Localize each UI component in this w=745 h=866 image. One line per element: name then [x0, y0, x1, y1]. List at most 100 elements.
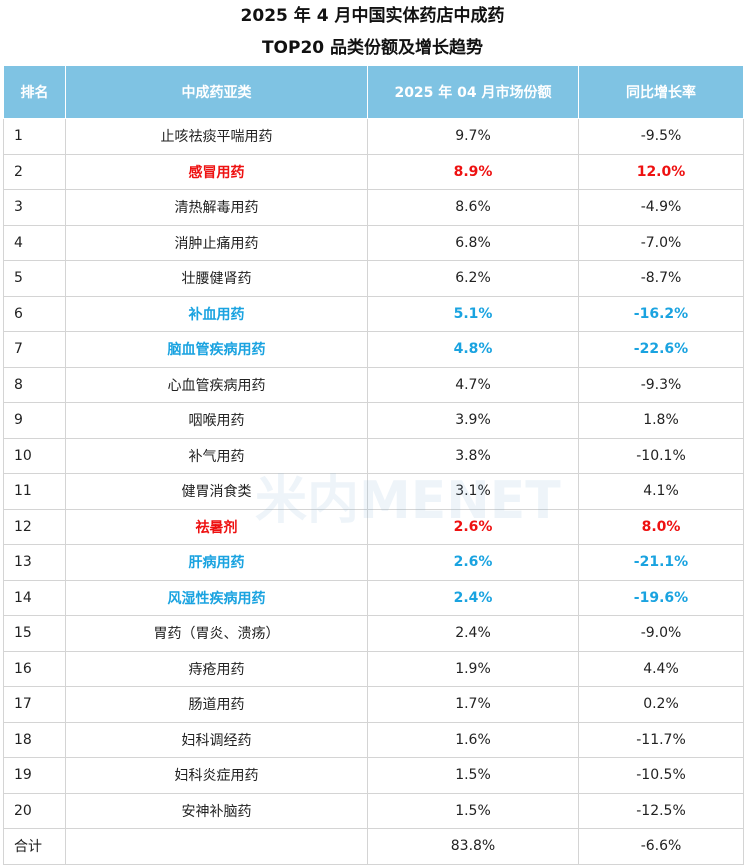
category-cell: 健胃消食类	[65, 473, 368, 510]
share-cell: 2.4%	[367, 615, 579, 652]
rank-cell: 19	[3, 757, 66, 794]
table-row: 9 咽喉用药 3.9% 1.8%	[3, 402, 744, 439]
category-cell: 脑血管疾病用药	[65, 331, 368, 368]
table-row: 3 清热解毒用药 8.6% -4.9%	[3, 189, 744, 226]
table-row: 17 肠道用药 1.7% 0.2%	[3, 686, 744, 723]
growth-cell: -9.3%	[578, 366, 744, 403]
header-row: 排名 中成药亚类 2025 年 04 月市场份额 同比增长率	[3, 65, 744, 119]
share-table: 排名 中成药亚类 2025 年 04 月市场份额 同比增长率 1 止咳祛痰平喘用药…	[3, 65, 744, 865]
growth-cell: -16.2%	[578, 295, 744, 332]
table-row: 15 胃药（胃炎、溃疡） 2.4% -9.0%	[3, 615, 744, 652]
category-cell: 风湿性疾病用药	[65, 579, 368, 616]
category-cell: 肠道用药	[65, 686, 368, 723]
chart-title-line2: TOP20 品类份额及增长趋势	[261, 38, 484, 58]
category-cell: 止咳祛痰平喘用药	[65, 118, 368, 155]
table-row: 19 妇科炎症用药 1.5% -10.5%	[3, 757, 744, 794]
rank-cell: 14	[3, 579, 66, 616]
share-cell: 9.7%	[367, 118, 579, 155]
table-row: 16 痔疮用药 1.9% 4.4%	[3, 650, 744, 687]
growth-cell: -11.7%	[578, 721, 744, 758]
rank-cell: 16	[3, 650, 66, 687]
growth-cell: -19.6%	[578, 579, 744, 616]
table-row: 20 安神补脑药 1.5% -12.5%	[3, 792, 744, 829]
share-cell: 4.8%	[367, 331, 579, 368]
table-row: 8 心血管疾病用药 4.7% -9.3%	[3, 366, 744, 403]
growth-cell: -10.5%	[578, 757, 744, 794]
rank-cell: 5	[3, 260, 66, 297]
total-category-cell	[65, 828, 368, 865]
share-cell: 2.6%	[367, 544, 579, 581]
header-share: 2025 年 04 月市场份额	[367, 65, 579, 119]
table-row: 12 祛暑剂 2.6% 8.0%	[3, 508, 744, 545]
growth-cell: -22.6%	[578, 331, 744, 368]
share-cell: 1.9%	[367, 650, 579, 687]
rank-cell: 6	[3, 295, 66, 332]
share-cell: 8.6%	[367, 189, 579, 226]
growth-cell: 0.2%	[578, 686, 744, 723]
table-row: 6 补血用药 5.1% -16.2%	[3, 295, 744, 332]
rank-cell: 7	[3, 331, 66, 368]
table-row: 7 脑血管疾病用药 4.8% -22.6%	[3, 331, 744, 368]
share-cell: 1.7%	[367, 686, 579, 723]
rank-cell: 2	[3, 153, 66, 190]
growth-cell: 8.0%	[578, 508, 744, 545]
share-cell: 3.9%	[367, 402, 579, 439]
header-category: 中成药亚类	[65, 65, 368, 119]
rank-cell: 10	[3, 437, 66, 474]
table-row: 11 健胃消食类 3.1% 4.1%	[3, 473, 744, 510]
category-cell: 补气用药	[65, 437, 368, 474]
rank-cell: 1	[3, 118, 66, 155]
table-row: 13 肝病用药 2.6% -21.1%	[3, 544, 744, 581]
growth-cell: -21.1%	[578, 544, 744, 581]
share-cell: 4.7%	[367, 366, 579, 403]
rank-cell: 4	[3, 224, 66, 261]
category-cell: 肝病用药	[65, 544, 368, 581]
growth-cell: 12.0%	[578, 153, 744, 190]
growth-cell: -9.5%	[578, 118, 744, 155]
category-cell: 祛暑剂	[65, 508, 368, 545]
rank-cell: 13	[3, 544, 66, 581]
table-row: 14 风湿性疾病用药 2.4% -19.6%	[3, 579, 744, 616]
category-cell: 心血管疾病用药	[65, 366, 368, 403]
growth-cell: 1.8%	[578, 402, 744, 439]
share-cell: 6.2%	[367, 260, 579, 297]
category-cell: 消肿止痛用药	[65, 224, 368, 261]
category-cell: 壮腰健肾药	[65, 260, 368, 297]
category-cell: 咽喉用药	[65, 402, 368, 439]
header-rank: 排名	[3, 65, 66, 119]
total-growth-cell: -6.6%	[578, 828, 744, 865]
category-cell: 补血用药	[65, 295, 368, 332]
share-cell: 5.1%	[367, 295, 579, 332]
table-row: 18 妇科调经药 1.6% -11.7%	[3, 721, 744, 758]
rank-cell: 3	[3, 189, 66, 226]
category-cell: 胃药（胃炎、溃疡）	[65, 615, 368, 652]
chart-title-line1: 2025 年 4 月中国实体药店中成药	[240, 6, 505, 26]
share-cell: 1.5%	[367, 757, 579, 794]
share-cell: 2.4%	[367, 579, 579, 616]
rank-cell: 20	[3, 792, 66, 829]
growth-cell: 4.1%	[578, 473, 744, 510]
table-row: 1 止咳祛痰平喘用药 9.7% -9.5%	[3, 118, 744, 155]
category-cell: 清热解毒用药	[65, 189, 368, 226]
table-body: 1 止咳祛痰平喘用药 9.7% -9.5% 2 感冒用药 8.9% 12.0% 3 清热解毒用药 8…	[3, 118, 744, 865]
share-cell: 3.1%	[367, 473, 579, 510]
table-row: 2 感冒用药 8.9% 12.0%	[3, 153, 744, 190]
rank-cell: 15	[3, 615, 66, 652]
share-cell: 6.8%	[367, 224, 579, 261]
growth-cell: 4.4%	[578, 650, 744, 687]
header-growth: 同比增长率	[578, 65, 744, 119]
total-share-cell: 83.8%	[367, 828, 579, 865]
growth-cell: -7.0%	[578, 224, 744, 261]
rank-cell: 9	[3, 402, 66, 439]
share-cell: 1.6%	[367, 721, 579, 758]
growth-cell: -8.7%	[578, 260, 744, 297]
total-rank-cell: 合计	[3, 828, 66, 865]
category-cell: 妇科调经药	[65, 721, 368, 758]
table-row: 10 补气用药 3.8% -10.1%	[3, 437, 744, 474]
share-cell: 3.8%	[367, 437, 579, 474]
rank-cell: 17	[3, 686, 66, 723]
total-row: 合计 83.8% -6.6%	[3, 828, 744, 865]
growth-cell: -12.5%	[578, 792, 744, 829]
growth-cell: -10.1%	[578, 437, 744, 474]
share-cell: 8.9%	[367, 153, 579, 190]
